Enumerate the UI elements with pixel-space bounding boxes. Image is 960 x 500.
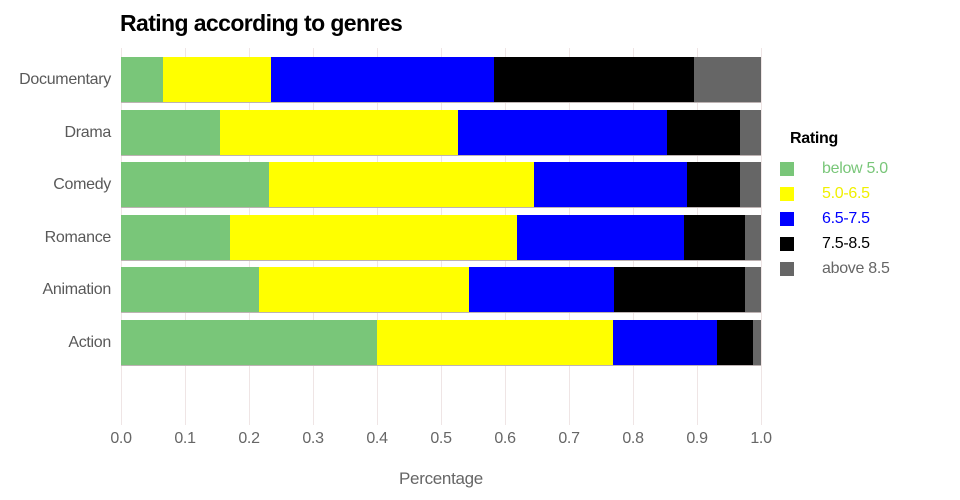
- legend-items: below 5.0 5.0-6.5 6.5-7.5 7.5-8.5 above 8.5: [780, 156, 955, 281]
- legend-item: below 5.0: [780, 156, 955, 181]
- legend: Rating below 5.0 5.0-6.5 6.5-7.5 7.5-8.5 abo…: [780, 130, 955, 281]
- bar-segment: [121, 162, 270, 208]
- y-tick-label: Comedy: [53, 176, 111, 194]
- bar-segment: [613, 320, 718, 365]
- bar-segment: [613, 267, 745, 313]
- bar-row-romance: [121, 214, 761, 260]
- legend-label: below 5.0: [822, 159, 888, 177]
- x-tick-label: 0.0: [110, 430, 132, 447]
- legend-title: Rating: [790, 130, 838, 147]
- x-tick-label: 0.6: [494, 430, 516, 447]
- bar-segment: [121, 320, 377, 365]
- y-tick-label: Documentary: [19, 71, 111, 88]
- legend-swatch-icon: [780, 261, 794, 276]
- plot-area: [121, 48, 762, 425]
- bar-segment: [121, 267, 259, 313]
- legend-swatch-icon: [780, 211, 794, 226]
- bar-segment: [666, 109, 740, 155]
- legend-item: above 8.5: [780, 256, 955, 281]
- x-tick-label: 0.9: [686, 430, 708, 447]
- bar-segment: [717, 320, 753, 365]
- legend-item: 5.0-6.5: [780, 181, 955, 206]
- legend-swatch-icon: [780, 236, 794, 251]
- bar-segment: [693, 57, 761, 102]
- y-tick-label: Action: [68, 334, 111, 351]
- legend-swatch-icon: [780, 186, 794, 201]
- bar-segment: [744, 267, 761, 313]
- bar-row-action: [121, 320, 761, 365]
- bar-segment: [121, 214, 230, 260]
- x-tick-label: 0.5: [430, 430, 452, 447]
- chart-title: Rating according to genres: [120, 10, 403, 36]
- legend-item: 6.5-7.5: [780, 206, 955, 231]
- x-tick-label: 1.0: [750, 430, 772, 447]
- x-tick-label: 0.7: [558, 430, 580, 447]
- bar-segment: [739, 162, 761, 208]
- y-tick-label: Drama: [64, 123, 111, 141]
- y-tick-label: Animation: [42, 281, 112, 299]
- bar-segment: [121, 109, 221, 155]
- bar-row-documentary: [121, 57, 761, 102]
- x-tick-label: 0.8: [622, 430, 644, 447]
- bar-segment: [517, 214, 684, 260]
- bar-segment: [377, 320, 614, 365]
- bar-segment: [744, 214, 761, 260]
- legend-label: above 8.5: [822, 259, 890, 277]
- legend-swatch-icon: [780, 161, 794, 176]
- x-tick-label: 0.3: [302, 430, 324, 447]
- bar-segment: [458, 109, 667, 155]
- bar-segment: [683, 214, 745, 260]
- bar-segment: [229, 214, 518, 260]
- bar-row-comedy: [121, 162, 761, 208]
- x-tick-label: 0.4: [366, 430, 388, 447]
- x-axis-title: Percentage: [399, 469, 483, 488]
- x-tick-label: 0.2: [238, 430, 260, 447]
- gridline: [761, 48, 762, 425]
- bar-segment: [752, 320, 761, 365]
- bar-segment: [121, 57, 163, 102]
- bar-row-drama: [121, 109, 761, 155]
- bar-segment: [739, 109, 761, 155]
- legend-label: 6.5-7.5: [822, 209, 870, 227]
- bar-segment: [494, 57, 694, 102]
- bar-segment: [469, 267, 614, 313]
- bar-row-animation: [121, 267, 761, 313]
- y-axis-labels: Documentary Drama Comedy Romance Animation Ac…: [0, 48, 111, 425]
- bar-segment: [271, 57, 495, 102]
- y-tick-label: Romance: [44, 228, 112, 246]
- bar-segment: [162, 57, 272, 102]
- bar-segment: [687, 162, 740, 208]
- legend-label: 7.5-8.5: [822, 234, 870, 252]
- bar-segment: [269, 162, 534, 208]
- bar-segment: [258, 267, 470, 313]
- bar-segment: [220, 109, 459, 155]
- bar-segment: [533, 162, 688, 208]
- x-tick-label: 0.1: [174, 430, 196, 447]
- legend-label: 5.0-6.5: [822, 184, 870, 202]
- legend-item: 7.5-8.5: [780, 231, 955, 256]
